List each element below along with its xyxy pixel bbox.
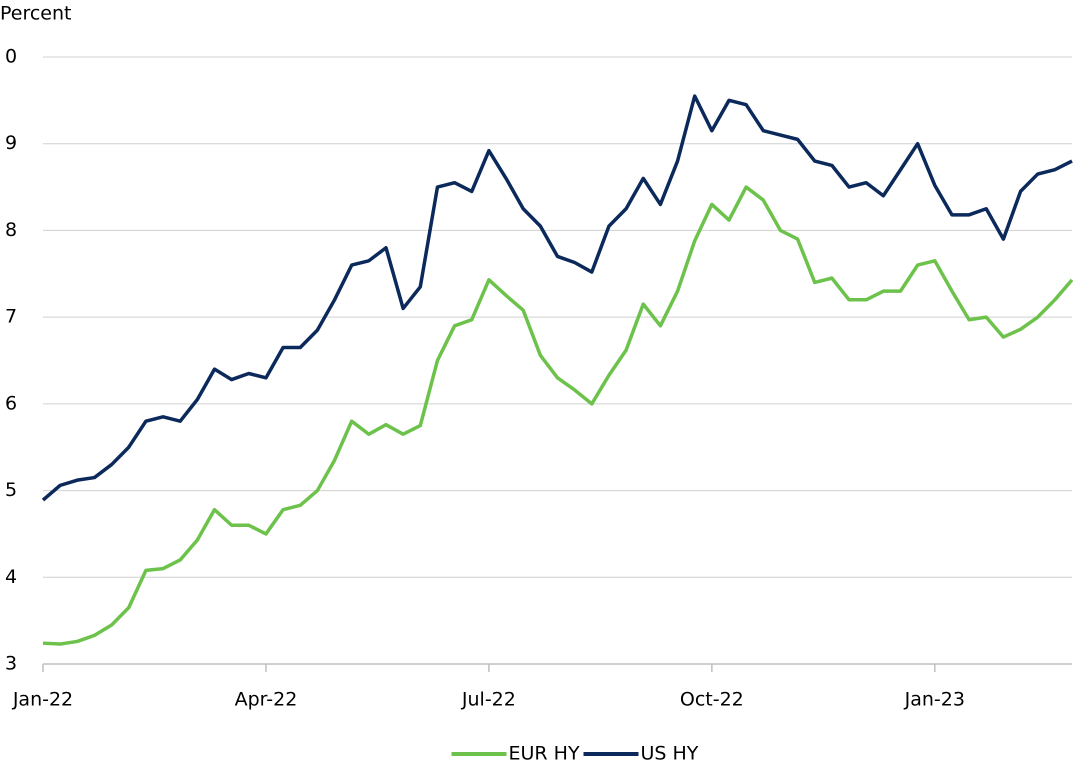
- y-axis-label: Percent: [0, 3, 72, 25]
- line-series: [42, 185, 1073, 646]
- legend-label: US HY: [641, 743, 699, 765]
- y-tick-label: 6: [5, 392, 17, 414]
- y-tick-label: 9: [5, 132, 17, 154]
- y-tick-label: 3: [5, 653, 17, 675]
- y-tick-label: 7: [5, 306, 17, 328]
- y-tick-label: 0: [5, 46, 17, 68]
- y-tick-label: 4: [5, 566, 17, 588]
- y-tick-label: 8: [5, 219, 17, 241]
- x-tick-label: Jan-22: [12, 689, 73, 711]
- y-tick-label: 5: [5, 479, 17, 501]
- x-tick-label: Apr-22: [235, 689, 298, 711]
- line-series: [41, 94, 1073, 502]
- x-tick-label: Oct-22: [680, 689, 744, 711]
- x-tick-label: Jul-22: [461, 689, 516, 711]
- x-tick-label: Jan-23: [904, 689, 965, 711]
- legend-label: EUR HY: [509, 743, 580, 765]
